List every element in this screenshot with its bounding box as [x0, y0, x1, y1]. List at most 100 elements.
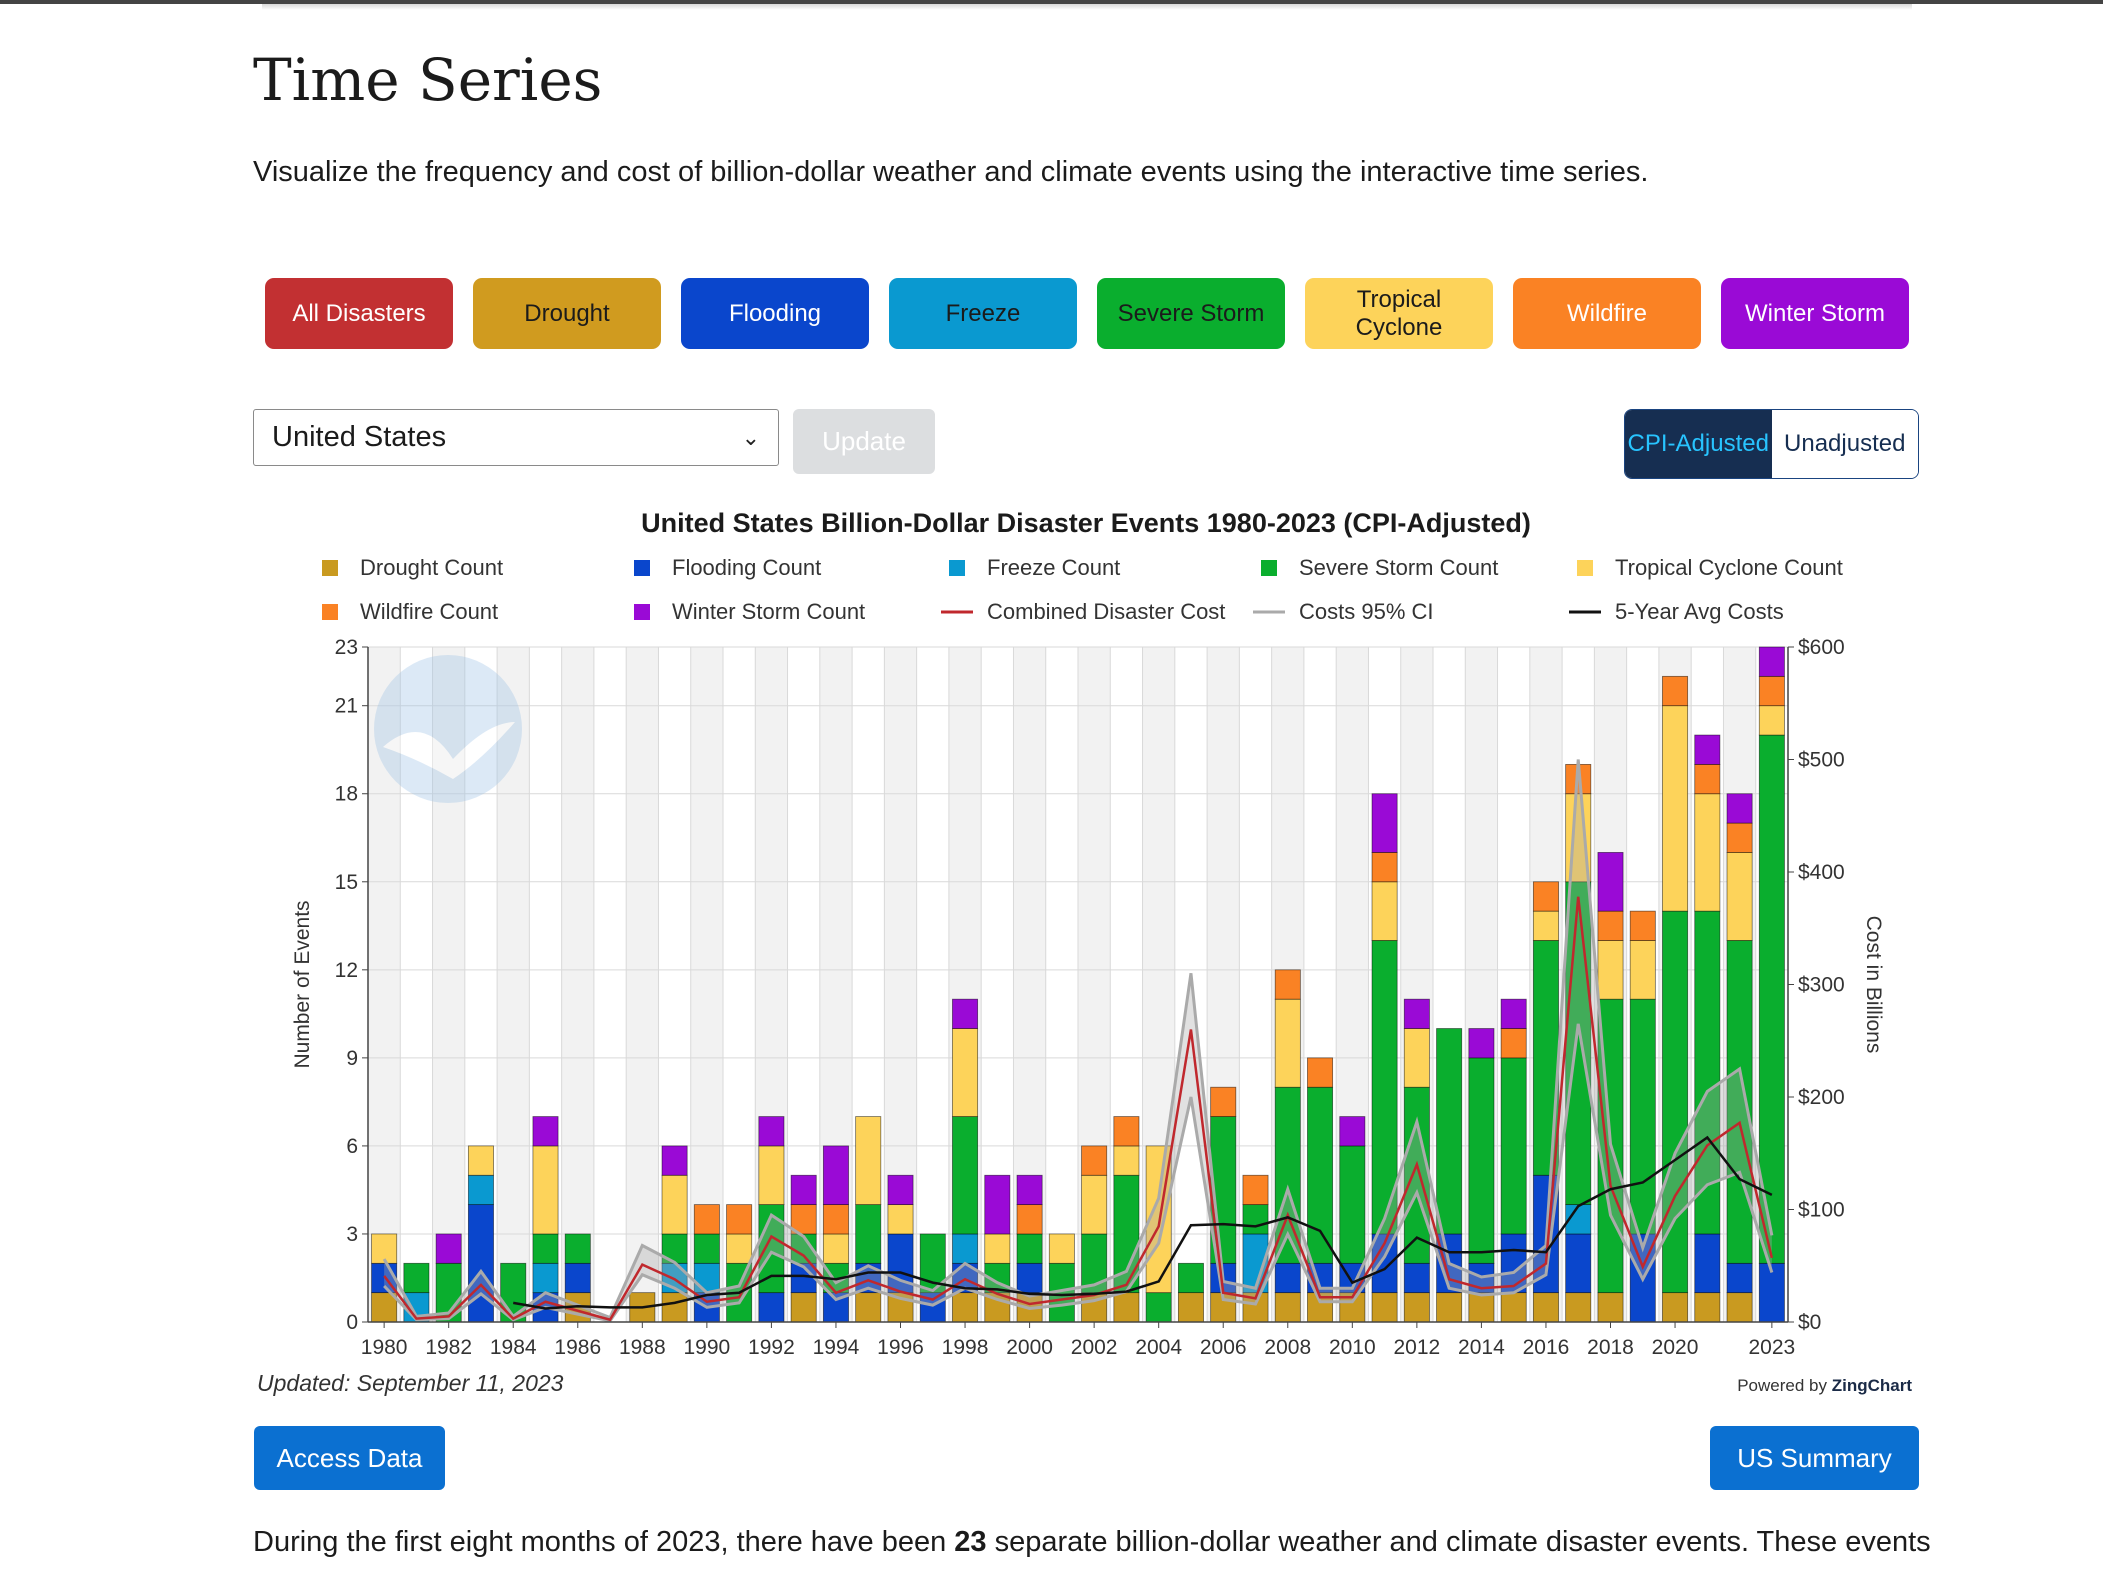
y-tick-label: 23	[335, 636, 358, 659]
bar-severe-storm-count-2019	[1629, 998, 1656, 1235]
bar-tropical-cyclone-count-1980	[371, 1233, 398, 1264]
us-summary-button[interactable]: US Summary	[1710, 1426, 1919, 1490]
bar-flooding-count-2012	[1403, 1262, 1430, 1294]
bar-drought-count-2021	[1694, 1292, 1721, 1323]
unadjusted-toggle[interactable]: Unadjusted	[1771, 410, 1918, 478]
legend-item-severe-storm-count: Severe Storm Count	[1261, 555, 1498, 580]
costs-ci-upper-line	[382, 759, 1774, 1320]
category-button-winter-storm[interactable]: Winter Storm	[1721, 278, 1909, 349]
noaa-logo-bird	[383, 722, 515, 779]
bar-tropical-cyclone-count-1998	[952, 1028, 979, 1117]
cpi-adjusted-toggle[interactable]: CPI-Adjusted	[1625, 410, 1772, 478]
bar-tropical-cyclone-count-1995	[855, 1116, 882, 1206]
bar-winter-storm-count-2015	[1500, 998, 1527, 1029]
top-shadow	[262, 4, 1912, 10]
bar-winter-storm-count-2014	[1468, 1028, 1495, 1059]
bar-winter-storm-count-2000	[1016, 1174, 1043, 1206]
chevron-down-icon: ⌄	[741, 424, 760, 450]
bar-tropical-cyclone-count-1992	[758, 1145, 785, 1206]
bar-winter-storm-count-2012	[1403, 998, 1430, 1029]
x-tick-label: 2018	[1587, 1336, 1634, 1359]
bar-tropical-cyclone-count-1996	[887, 1204, 914, 1235]
y-tick-label: 0	[346, 1311, 358, 1334]
bar-tropical-cyclone-count-1994	[822, 1233, 849, 1264]
category-button-drought[interactable]: Drought	[473, 278, 661, 349]
category-button-freeze[interactable]: Freeze	[889, 278, 1077, 349]
x-tick-label: 1990	[684, 1336, 731, 1359]
legend-swatch	[1261, 560, 1277, 576]
bar-winter-storm-count-2011	[1371, 793, 1398, 853]
x-tick-label: 1998	[942, 1336, 989, 1359]
bar-winter-storm-count-1992	[758, 1116, 785, 1147]
bar-tropical-cyclone-count-2011	[1371, 881, 1398, 941]
page-title: Time Series	[253, 46, 603, 114]
zingchart-brand: ZingChart	[1831, 1376, 1912, 1395]
bar-winter-storm-count-2022	[1726, 793, 1753, 824]
bar-wildfire-count-2021	[1694, 763, 1721, 795]
access-data-button[interactable]: Access Data	[254, 1426, 445, 1490]
bar-drought-count-1989	[661, 1292, 688, 1323]
noaa-logo-circle	[374, 655, 522, 803]
bar-wildfire-count-1991	[726, 1204, 753, 1235]
x-tick-label: 2010	[1329, 1336, 1376, 1359]
category-button-severe-storm[interactable]: Severe Storm	[1097, 278, 1285, 349]
bar-tropical-cyclone-count-2003	[1113, 1145, 1140, 1176]
region-select[interactable]: United States ⌄	[253, 409, 779, 466]
bar-wildfire-count-2003	[1113, 1116, 1140, 1147]
bar-drought-count-2008	[1274, 1292, 1301, 1323]
axes: 0 3 6 9 12 15 18 21 23 $0 $100 $200 $300 $400 $500 $600…	[291, 636, 1885, 1359]
bar-flooding-count-1983	[467, 1204, 494, 1323]
bar-wildfire-count-2008	[1274, 969, 1301, 1000]
bar-severe-storm-count-2020	[1662, 910, 1689, 1294]
legend-item-tropical-cyclone-count: Tropical Cyclone Count	[1577, 555, 1843, 580]
column-stripe	[561, 647, 594, 1322]
bar-tropical-cyclone-count-2019	[1629, 940, 1656, 1000]
bar-winter-storm-count-1994	[822, 1145, 849, 1206]
bar-wildfire-count-2018	[1597, 910, 1624, 941]
bar-tropical-cyclone-count-2001	[1048, 1233, 1075, 1264]
column-stripe	[497, 647, 530, 1322]
category-button-all-disasters[interactable]: All Disasters	[265, 278, 453, 349]
category-button-flooding[interactable]: Flooding	[681, 278, 869, 349]
legend-item-freeze-count: Freeze Count	[949, 555, 1120, 580]
legend-swatch	[322, 604, 338, 620]
bar-winter-storm-count-1998	[952, 998, 979, 1029]
bar-winter-storm-count-1989	[661, 1145, 688, 1176]
legend-item-costs-95-ci: Costs 95% CI	[1253, 599, 1434, 624]
bar-wildfire-count-1993	[790, 1204, 817, 1235]
bar-severe-storm-count-2023	[1758, 734, 1785, 1264]
y-tick-label: 3	[346, 1223, 358, 1246]
bar-flooding-count-2008	[1274, 1262, 1301, 1294]
bar-winter-storm-count-1996	[887, 1174, 914, 1206]
x-tick-label: 2002	[1071, 1336, 1118, 1359]
bar-tropical-cyclone-count-2023	[1758, 705, 1785, 736]
bar-wildfire-count-2022	[1726, 822, 1753, 853]
costs-ci-band	[384, 759, 1772, 1321]
bar-severe-storm-count-2011	[1371, 940, 1398, 1235]
bar-drought-count-2022	[1726, 1292, 1753, 1323]
x-tick-label: 2006	[1200, 1336, 1247, 1359]
bar-tropical-cyclone-count-2012	[1403, 1028, 1430, 1088]
column-stripe	[432, 647, 465, 1322]
powered-by[interactable]: Powered by ZingChart	[1730, 1376, 1912, 1396]
legend-label: Severe Storm Count	[1299, 555, 1498, 580]
bar-flooding-count-2022	[1726, 1262, 1753, 1294]
y-tick-label: 21	[335, 695, 358, 718]
bar-winter-storm-count-1982	[435, 1233, 462, 1264]
category-button-tropical-cyclone[interactable]: Tropical Cyclone	[1305, 278, 1493, 349]
y2-axis-title: Cost in Billions	[1862, 916, 1885, 1054]
category-button-wildfire[interactable]: Wildfire	[1513, 278, 1701, 349]
bar-tropical-cyclone-count-1983	[467, 1145, 494, 1176]
bar-freeze-count-1983	[467, 1174, 494, 1206]
x-tick-label: 2020	[1652, 1336, 1699, 1359]
bar-severe-storm-count-2007	[1242, 1204, 1269, 1235]
update-button[interactable]: Update	[793, 409, 935, 474]
x-tick-label: 1984	[490, 1336, 537, 1359]
legend-swatch	[634, 560, 650, 576]
legend-swatch	[1577, 560, 1593, 576]
legend-label: Winter Storm Count	[672, 599, 865, 624]
bar-winter-storm-count-2018	[1597, 852, 1624, 912]
x-tick-label: 1986	[554, 1336, 601, 1359]
bar-wildfire-count-2020	[1662, 675, 1689, 707]
x-tick-label: 2014	[1458, 1336, 1505, 1359]
